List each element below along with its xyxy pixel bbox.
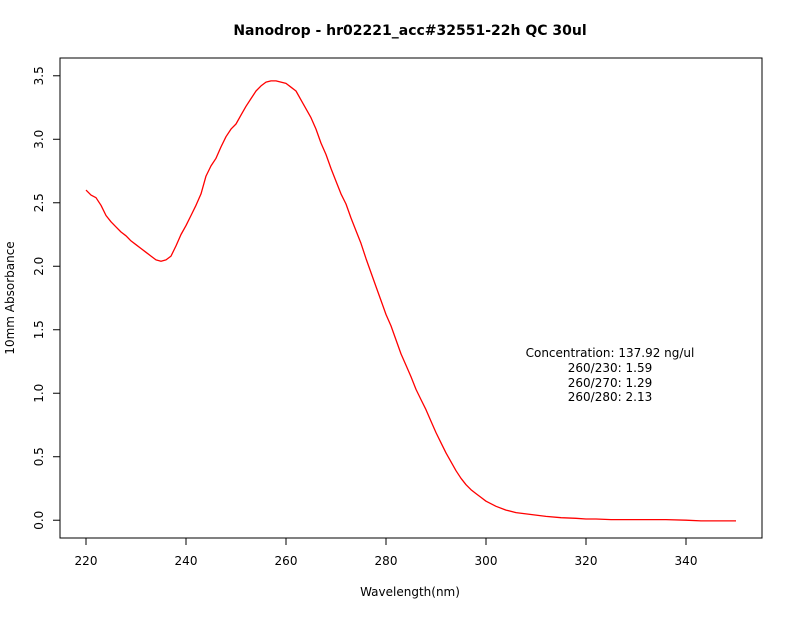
x-tick-label: 240 [175, 554, 198, 568]
y-axis: 0.0 0.5 1.0 1.5 2.0 2.5 3.0 3.5 [32, 66, 61, 530]
chart-title: Nanodrop - hr02221_acc#32551-22h QC 30ul [233, 23, 586, 39]
concentration-annotation: Concentration: 137.92 ng/ul 260/230: 1.5… [526, 346, 695, 404]
x-tick-label: 340 [675, 554, 698, 568]
y-tick-label: 3.5 [32, 66, 46, 85]
x-tick-label: 300 [475, 554, 498, 568]
annotation-ratio-260-280: 260/280: 2.13 [568, 390, 652, 404]
x-tick-label: 260 [275, 554, 298, 568]
x-tick-label: 220 [75, 554, 98, 568]
annotation-ratio-260-270: 260/270: 1.29 [568, 376, 652, 390]
x-axis-label: Wavelength(nm) [360, 585, 460, 599]
annotation-ratio-260-230: 260/230: 1.59 [568, 361, 652, 375]
absorbance-series-line [85, 80, 736, 522]
y-tick-label: 1.0 [32, 384, 46, 403]
y-tick-label: 3.0 [32, 130, 46, 149]
y-tick-label: 2.5 [32, 193, 46, 212]
plot-frame [59, 57, 763, 539]
x-tick-label: 320 [575, 554, 598, 568]
y-axis-label: 10mm Absorbance [3, 241, 17, 354]
y-tick-label: 0.5 [32, 447, 46, 466]
series-layer [85, 80, 736, 522]
x-tick-label: 280 [375, 554, 398, 568]
annotation-concentration: Concentration: 137.92 ng/ul [526, 346, 695, 360]
x-axis: 220 240 260 280 300 320 340 [75, 537, 698, 568]
y-tick-label: 0.0 [32, 511, 46, 530]
y-tick-label: 2.0 [32, 257, 46, 276]
y-tick-label: 1.5 [32, 320, 46, 339]
